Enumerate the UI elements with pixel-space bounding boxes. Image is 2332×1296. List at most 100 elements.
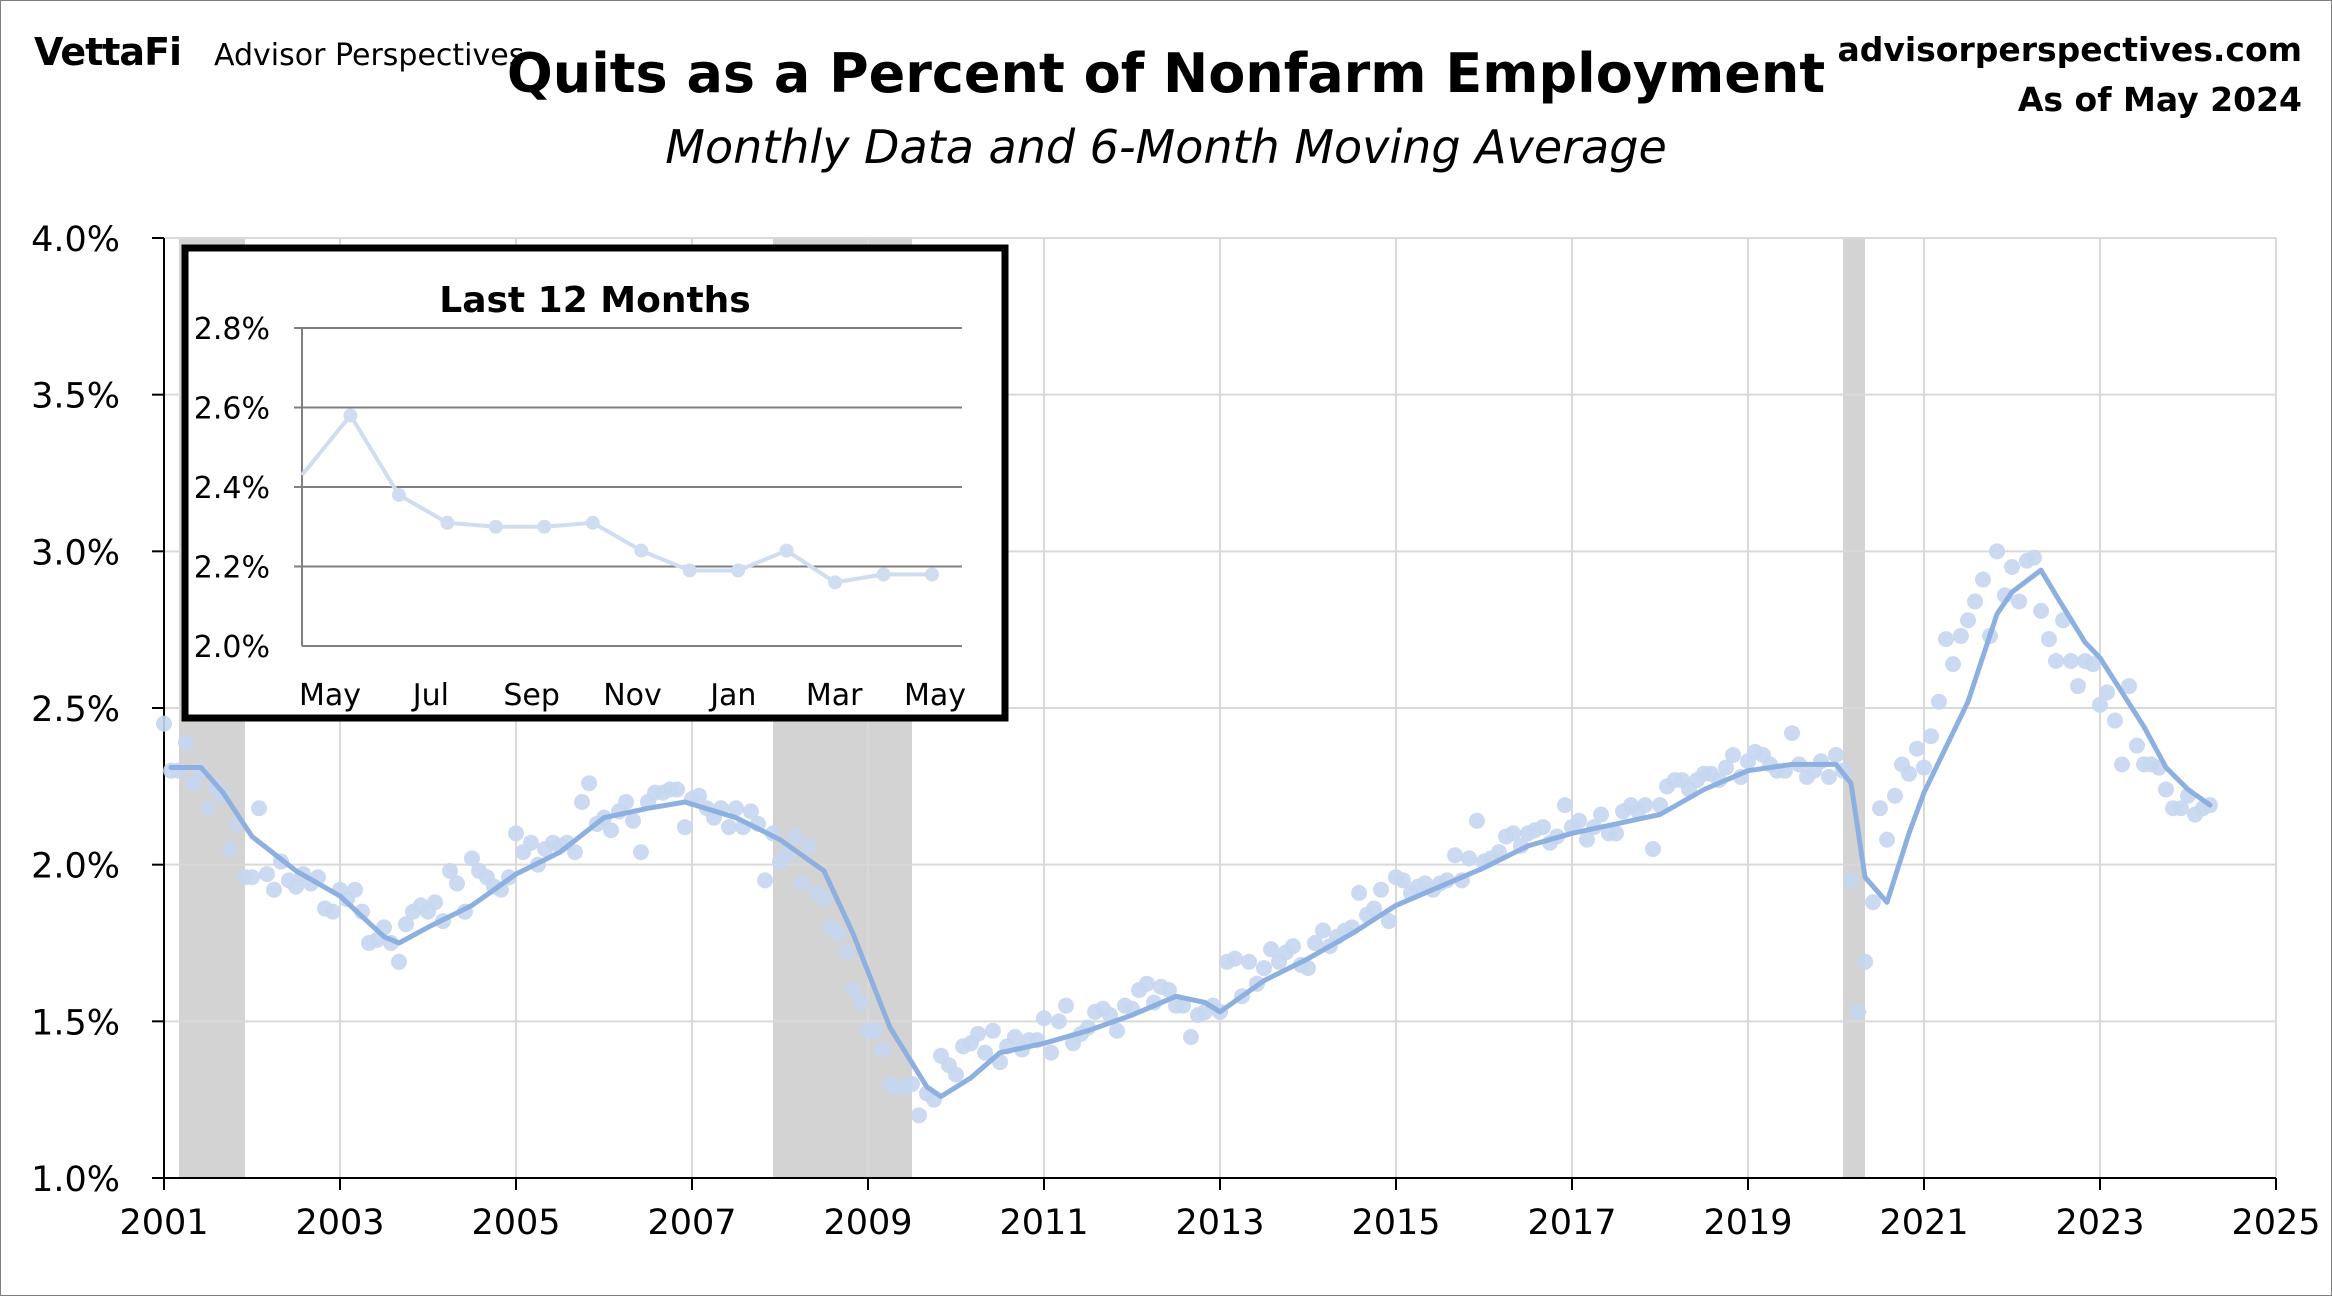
monthly-point-4 <box>185 775 202 792</box>
monthly-point-243 <box>1938 631 1954 648</box>
advisor-perspectives-logo: Advisor Perspectives <box>214 38 525 73</box>
monthly-point-233 <box>1864 894 1881 911</box>
monthly-point-116 <box>1006 1029 1023 1045</box>
monthly-point-166 <box>1373 881 1390 898</box>
monthly-point-222 <box>1784 725 1800 742</box>
x-tick-label-2021: 2021 <box>1879 1203 1968 1243</box>
monthly-point-176 <box>1446 847 1463 864</box>
inset-point-4 <box>488 519 503 534</box>
monthly-point-239 <box>1908 740 1925 757</box>
monthly-point-77 <box>720 819 737 836</box>
monthly-point-247 <box>1967 593 1984 610</box>
y-tick-label-2: 2.0% <box>31 847 120 887</box>
monthly-point-245 <box>1952 627 1969 644</box>
monthly-point-64 <box>625 812 642 829</box>
monthly-point-194 <box>1578 831 1595 848</box>
monthly-point-203 <box>1644 841 1661 857</box>
monthly-point-256 <box>2033 602 2050 619</box>
monthly-point-39 <box>442 862 458 879</box>
monthly-point-9 <box>222 841 238 857</box>
monthly-point-255 <box>2026 549 2042 566</box>
monthly-point-63 <box>618 794 634 810</box>
monthly-point-86 <box>786 828 803 845</box>
x-tick-label-2007: 2007 <box>647 1203 736 1243</box>
monthly-point-85 <box>779 847 796 864</box>
monthly-point-167 <box>1380 913 1397 930</box>
inset-y-tick-label-2: 2.4% <box>194 471 270 506</box>
y-tick-label-4: 3.0% <box>31 533 120 573</box>
monthly-point-156 <box>1300 960 1316 977</box>
monthly-point-82 <box>757 872 774 889</box>
inset-point-8 <box>682 563 697 578</box>
monthly-point-165 <box>1366 900 1382 917</box>
inset-point-7 <box>634 543 649 558</box>
monthly-point-15 <box>266 881 282 898</box>
x-tick-label-2005: 2005 <box>471 1203 560 1243</box>
monthly-point-273 <box>2158 781 2174 798</box>
monthly-point-32 <box>390 953 407 970</box>
monthly-point-0 <box>156 715 172 732</box>
monthly-point-169 <box>1395 872 1412 889</box>
inset-x-tick-label-0: May <box>299 678 361 713</box>
inset-y-tick-label-3: 2.6% <box>194 392 270 427</box>
monthly-point-148 <box>1241 953 1258 970</box>
monthly-point-57 <box>574 794 590 810</box>
monthly-point-48 <box>508 825 524 842</box>
inset-y-tick-label-4: 2.8% <box>194 312 270 347</box>
x-tick-label-2025: 2025 <box>2231 1203 2320 1243</box>
monthly-point-188 <box>1534 819 1551 836</box>
inset-point-3 <box>440 515 455 530</box>
monthly-point-246 <box>1960 612 1976 629</box>
y-tick-label-0: 1.0% <box>31 1160 120 1200</box>
monthly-point-102 <box>904 1076 920 1092</box>
inset-title: Last 12 Months <box>439 280 750 321</box>
y-tick-label-5: 3.5% <box>31 377 120 417</box>
monthly-point-240 <box>1916 759 1932 776</box>
monthly-point-65 <box>632 844 649 861</box>
monthly-point-6 <box>200 800 216 817</box>
monthly-point-154 <box>1285 938 1302 955</box>
monthly-point-230 <box>1842 872 1859 889</box>
inset-point-9 <box>731 563 746 578</box>
monthly-point-139 <box>1175 997 1192 1014</box>
x-tick-label-2003: 2003 <box>295 1203 384 1243</box>
inset-x-tick-label-4: Jan <box>708 678 756 713</box>
monthly-point-266 <box>2106 712 2123 729</box>
monthly-point-198 <box>1608 825 1624 842</box>
monthly-point-40 <box>449 875 466 892</box>
monthly-point-121 <box>1043 1044 1060 1061</box>
monthly-point-120 <box>1036 1010 1052 1027</box>
monthly-point-232 <box>1857 953 1874 970</box>
monthly-point-241 <box>1923 728 1940 745</box>
x-tick-label-2011: 2011 <box>999 1203 1088 1243</box>
x-tick-label-2009: 2009 <box>823 1203 912 1243</box>
monthly-point-23 <box>324 903 341 920</box>
inset-point-12 <box>876 567 891 582</box>
monthly-point-228 <box>1828 747 1844 763</box>
inset-line <box>300 413 932 585</box>
monthly-point-140 <box>1182 1029 1199 1045</box>
monthly-point-150 <box>1256 960 1272 977</box>
monthly-point-196 <box>1593 806 1610 823</box>
inset-y-tick-label-1: 2.2% <box>194 551 270 586</box>
monthly-point-3 <box>178 734 194 751</box>
monthly-point-157 <box>1307 935 1324 951</box>
site-url: advisorperspectives.com <box>1837 30 2302 69</box>
monthly-point-80 <box>742 803 759 820</box>
monthly-point-267 <box>2114 756 2130 773</box>
x-tick-label-2001: 2001 <box>119 1203 208 1243</box>
monthly-point-179 <box>1468 812 1485 829</box>
x-tick-label-2013: 2013 <box>1175 1203 1264 1243</box>
monthly-point-213 <box>1718 759 1734 776</box>
monthly-point-88 <box>801 837 818 854</box>
monthly-point-134 <box>1138 975 1155 992</box>
monthly-point-158 <box>1314 922 1331 939</box>
monthly-point-244 <box>1945 656 1962 673</box>
monthly-point-146 <box>1226 950 1243 967</box>
monthly-point-103 <box>911 1107 928 1124</box>
monthly-point-260 <box>2062 653 2079 669</box>
monthly-point-112 <box>977 1044 994 1061</box>
monthly-point-108 <box>948 1066 964 1083</box>
inset-point-10 <box>779 543 794 558</box>
